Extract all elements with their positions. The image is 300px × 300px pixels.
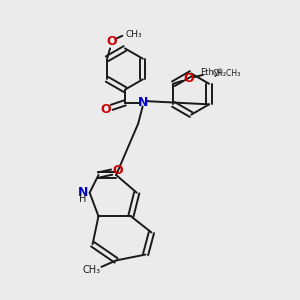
Text: N: N <box>137 96 148 110</box>
Text: O: O <box>100 103 111 116</box>
Text: O: O <box>107 35 117 48</box>
Text: Ethyl: Ethyl <box>200 68 222 77</box>
Text: H: H <box>80 194 87 204</box>
Text: CH₃: CH₃ <box>83 265 101 275</box>
Text: CH₂CH₃: CH₂CH₃ <box>213 69 242 78</box>
Text: N: N <box>78 186 88 199</box>
Text: O: O <box>183 72 194 85</box>
Text: CH₃: CH₃ <box>125 30 142 39</box>
Text: O: O <box>112 164 123 177</box>
